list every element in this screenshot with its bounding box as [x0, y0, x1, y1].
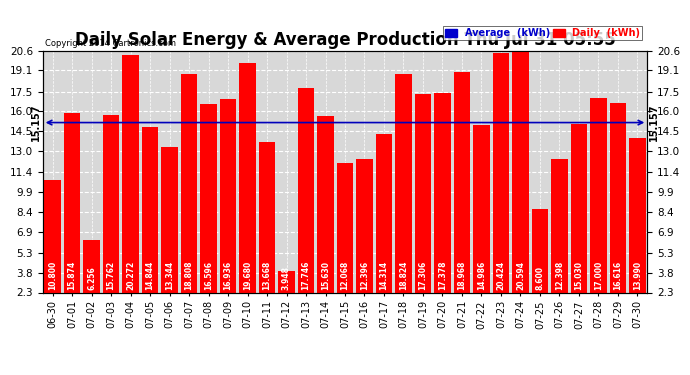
Text: 15.030: 15.030 [575, 261, 584, 290]
Bar [337, 164, 353, 292]
Text: 15.157: 15.157 [649, 104, 659, 141]
Bar [376, 134, 393, 292]
Text: 17.378: 17.378 [438, 260, 447, 290]
Bar [395, 74, 412, 292]
Text: 20.272: 20.272 [126, 261, 135, 290]
Text: 10.800: 10.800 [48, 261, 57, 290]
Text: 18.968: 18.968 [457, 261, 466, 290]
Text: 15.762: 15.762 [106, 261, 115, 290]
Bar [493, 53, 509, 292]
Bar [161, 147, 178, 292]
Bar [629, 138, 646, 292]
Text: 16.616: 16.616 [613, 261, 622, 290]
Text: 20.594: 20.594 [516, 261, 525, 290]
Text: 18.824: 18.824 [399, 261, 408, 290]
Bar [259, 142, 275, 292]
Text: 6.256: 6.256 [87, 266, 96, 290]
Text: 14.986: 14.986 [477, 261, 486, 290]
Title: Daily Solar Energy & Average Production Thu Jul 31 05:55: Daily Solar Energy & Average Production … [75, 31, 615, 49]
Bar [551, 159, 568, 292]
Bar [278, 271, 295, 292]
Text: 20.424: 20.424 [497, 261, 506, 290]
Bar [122, 55, 139, 292]
Text: 17.306: 17.306 [419, 261, 428, 290]
Bar [532, 209, 549, 292]
Text: 8.600: 8.600 [535, 266, 544, 290]
Text: 15.874: 15.874 [68, 261, 77, 290]
Text: 13.668: 13.668 [262, 261, 271, 290]
Bar [434, 93, 451, 292]
Text: 19.680: 19.680 [243, 261, 252, 290]
Bar [590, 98, 607, 292]
Bar [200, 104, 217, 292]
Text: 16.936: 16.936 [224, 261, 233, 290]
Text: 17.000: 17.000 [594, 261, 603, 290]
Bar [454, 72, 471, 292]
Bar [141, 127, 158, 292]
Bar [181, 74, 197, 292]
Legend: Average  (kWh), Daily  (kWh): Average (kWh), Daily (kWh) [444, 27, 642, 40]
Bar [610, 103, 627, 292]
Text: 13.344: 13.344 [165, 261, 174, 290]
Bar [571, 124, 587, 292]
Bar [317, 116, 334, 292]
Text: 14.844: 14.844 [146, 261, 155, 290]
Text: 17.746: 17.746 [302, 261, 310, 290]
Text: 12.068: 12.068 [340, 261, 350, 290]
Bar [239, 63, 256, 292]
Bar [83, 240, 100, 292]
Text: 14.314: 14.314 [380, 261, 388, 290]
Text: 12.398: 12.398 [555, 261, 564, 290]
Bar [415, 94, 431, 292]
Text: 12.396: 12.396 [360, 261, 369, 290]
Text: 18.808: 18.808 [184, 260, 193, 290]
Bar [297, 88, 314, 292]
Text: 15.157: 15.157 [31, 104, 41, 141]
Bar [219, 99, 236, 292]
Text: Copyright 2014 Cartronics.com: Copyright 2014 Cartronics.com [45, 39, 176, 48]
Text: 13.990: 13.990 [633, 261, 642, 290]
Bar [512, 51, 529, 292]
Bar [103, 115, 119, 292]
Text: 15.630: 15.630 [321, 261, 330, 290]
Text: 3.948: 3.948 [282, 266, 291, 290]
Bar [473, 125, 490, 292]
Bar [44, 180, 61, 292]
Bar [356, 159, 373, 292]
Text: 16.596: 16.596 [204, 261, 213, 290]
Bar [63, 113, 80, 292]
